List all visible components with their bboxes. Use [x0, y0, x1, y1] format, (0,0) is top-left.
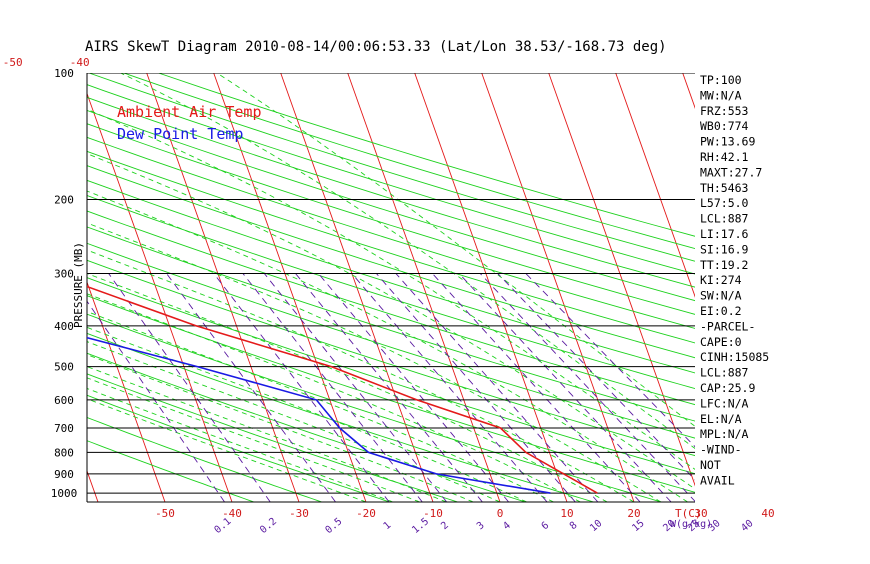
temperature-line — [0, 73, 597, 493]
index-entry: -WIND- — [700, 443, 742, 457]
mixing-ratio-label: 6 — [540, 520, 552, 532]
index-entry: TH:5463 — [700, 181, 749, 195]
index-entry: SW:N/A — [700, 289, 742, 303]
pressure-tick-label: 700 — [54, 422, 74, 435]
index-entry: TP:100 — [700, 73, 742, 87]
isotherm-line — [0, 73, 31, 502]
mixing-ratio-label: 0.2 — [258, 516, 279, 536]
mixing-ratio-label: 4 — [501, 520, 513, 532]
index-entry: LCL:887 — [700, 212, 749, 226]
index-entry: LI:17.6 — [700, 227, 749, 241]
mixing-ratio-label: 40 — [739, 518, 755, 534]
temp-tick-label: 0 — [497, 507, 504, 520]
index-entry: MPL:N/A — [700, 427, 749, 441]
mixing-ratio-line — [243, 273, 422, 502]
chart-legend: Ambient Air Temp Dew Point Temp — [117, 103, 262, 143]
isotherm-line — [415, 73, 567, 502]
mixing-ratio-label: 2 — [439, 520, 451, 532]
index-entry: TT:19.2 — [700, 258, 748, 272]
pressure-tick-label: 400 — [54, 320, 74, 333]
temp-tick-label: 40 — [761, 507, 774, 520]
index-entry: FRZ:553 — [700, 104, 749, 118]
mixing-ratio-label: 8 — [568, 520, 580, 532]
index-entry: CAPE:0 — [700, 335, 742, 349]
top-temp-tick-label: -50 — [3, 56, 23, 69]
mixing-ratio-label: 15 — [630, 518, 646, 534]
mixing-ratio-label: 3 — [475, 520, 487, 532]
moist-adiabat-line — [0, 73, 688, 502]
pressure-tick-label: 1000 — [51, 487, 78, 500]
mixing-ratio-line — [109, 273, 271, 502]
mixing-ratio-label: 0.5 — [324, 516, 345, 536]
index-entry: LCL:887 — [700, 366, 749, 380]
temp-tick-label: 10 — [560, 507, 573, 520]
index-entry: CAP:25.9 — [700, 381, 755, 395]
index-entry: EL:N/A — [700, 412, 742, 426]
pressure-tick-label: 600 — [54, 394, 74, 407]
index-entry: LFC:N/A — [700, 396, 749, 410]
index-entry: PW:13.69 — [700, 135, 755, 149]
index-entry: EI:0.2 — [700, 304, 742, 318]
temp-tick-label: -20 — [356, 507, 376, 520]
index-entry: WB0:774 — [700, 119, 749, 133]
index-entry: L57:5.0 — [700, 196, 749, 210]
legend-entry: Ambient Air Temp — [117, 103, 262, 121]
index-entry: CINH:15085 — [700, 350, 769, 364]
isotherm-line — [348, 73, 500, 502]
pressure-tick-label: 800 — [54, 446, 74, 459]
isotherm-line — [750, 73, 870, 502]
mixing-ratio-label: 10 — [588, 518, 604, 534]
temp-tick-label: -10 — [423, 507, 443, 520]
pressure-tick-label: 300 — [54, 267, 74, 280]
pressure-tick-label: 500 — [54, 361, 74, 374]
index-entry: NOT — [700, 458, 721, 472]
mixing-ratio-line — [498, 273, 716, 502]
data-series — [0, 73, 597, 493]
index-entry: MAXT:27.7 — [700, 165, 762, 179]
chart-title: AIRS SkewT Diagram 2010-08-14/00:06:53.3… — [85, 39, 667, 55]
mixing-ratio-line — [214, 273, 389, 502]
index-entry: AVAIL — [700, 473, 735, 487]
pressure-axis-label: PRESSURE (MB) — [72, 242, 85, 328]
index-entry: MW:N/A — [700, 88, 742, 102]
dry-adiabat-line — [0, 73, 729, 502]
temp-tick-label: -50 — [155, 507, 175, 520]
top-temp-tick-label: -40 — [70, 56, 90, 69]
mixing-ratio-line — [396, 273, 598, 502]
index-entry: RH:42.1 — [700, 150, 749, 164]
pressure-tick-label: 200 — [54, 193, 74, 206]
index-entry: KI:274 — [700, 273, 742, 287]
pressure-tick-label: 900 — [54, 468, 74, 481]
index-entry: SI:16.9 — [700, 242, 749, 256]
mixing-ratio-axis-label: W(g/kg) — [670, 519, 712, 530]
temp-tick-label: -30 — [289, 507, 309, 520]
mixing-ratio-label: 1 — [382, 520, 394, 532]
dry-adiabat-line — [0, 73, 662, 502]
index-entry: -PARCEL- — [700, 319, 755, 333]
legend-entry: Dew Point Temp — [117, 125, 243, 143]
